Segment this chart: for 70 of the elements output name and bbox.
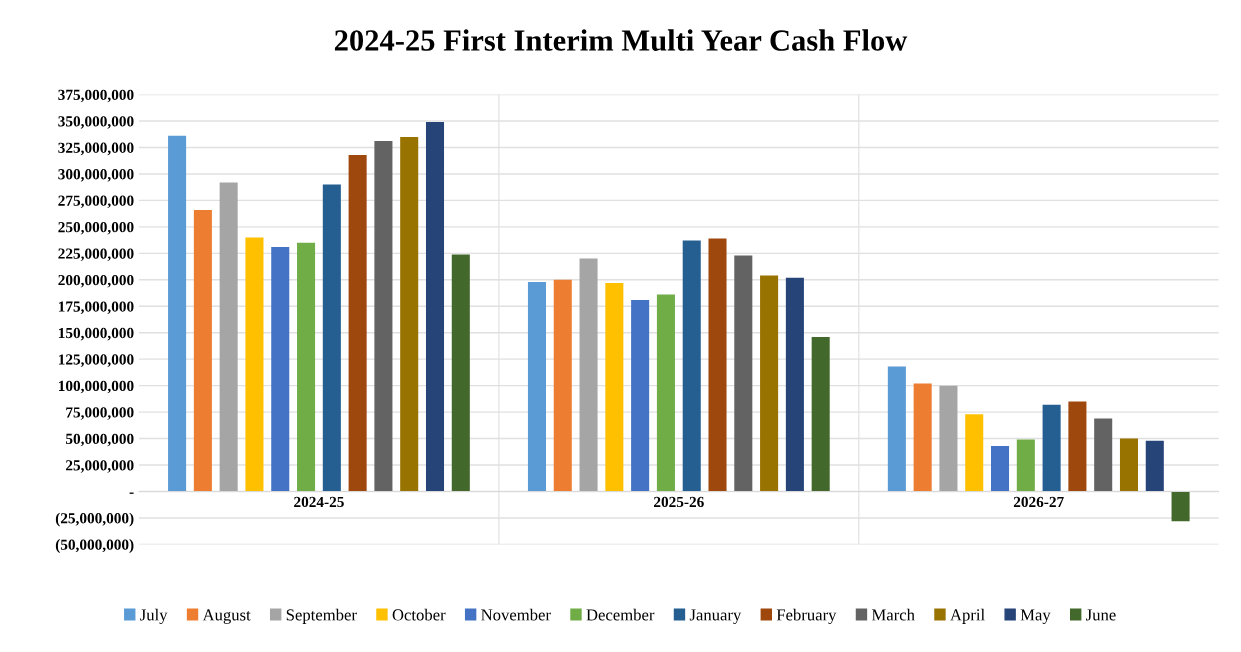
legend-label: May xyxy=(1020,609,1051,624)
legend-label: June xyxy=(1086,609,1116,621)
legend-label: October xyxy=(392,608,446,621)
legend-label: September xyxy=(286,608,357,624)
bar xyxy=(348,154,367,492)
bar xyxy=(451,254,470,492)
bar xyxy=(1094,418,1113,492)
legend-label: July xyxy=(140,608,168,624)
bar xyxy=(271,246,290,492)
legend-label: January xyxy=(689,609,742,624)
y-tick-label: 275,000,000 xyxy=(58,195,134,209)
y-tick-label: 75,000,000 xyxy=(66,407,134,420)
bar xyxy=(656,294,675,492)
x-tick-label: 2024-25 xyxy=(294,496,344,508)
y-tick-label: 325,000,000 xyxy=(58,142,134,156)
y-tick-label: 350,000,000 xyxy=(58,116,134,129)
bar xyxy=(760,275,779,492)
y-tick-label: 150,000,000 xyxy=(58,327,134,341)
legend-label: August xyxy=(202,609,251,624)
bar xyxy=(219,182,238,492)
bar xyxy=(527,281,546,492)
bar xyxy=(245,237,264,492)
bar xyxy=(1042,404,1061,492)
legend-label: December xyxy=(586,608,655,621)
y-tick-label: 25,000,000 xyxy=(66,460,134,473)
bar xyxy=(939,385,958,492)
y-tick-label: 250,000,000 xyxy=(58,222,134,235)
y-tick-label: 225,000,000 xyxy=(58,248,134,261)
bar xyxy=(605,282,624,492)
bar xyxy=(1016,439,1035,492)
bar xyxy=(374,141,393,492)
bar xyxy=(913,383,932,492)
bar xyxy=(785,277,804,492)
y-tick-label: 175,000,000 xyxy=(58,301,134,314)
y-tick-label: 200,000,000 xyxy=(58,274,134,288)
legend-label: February xyxy=(776,608,837,624)
bar xyxy=(322,184,341,492)
x-tick-label: 2026-27 xyxy=(1013,496,1064,508)
bar xyxy=(682,240,701,492)
y-tick-label: 300,000,000 xyxy=(58,169,134,182)
y-tick-label: 375,000,000 xyxy=(58,89,134,103)
bar xyxy=(425,122,445,492)
bar xyxy=(168,135,187,492)
y-tick-label: - xyxy=(129,492,134,494)
bar xyxy=(708,238,727,492)
bar xyxy=(579,258,598,492)
bar xyxy=(1171,491,1190,522)
bar xyxy=(811,336,830,492)
bar xyxy=(631,299,650,492)
bar xyxy=(887,366,906,492)
y-tick-label: (25,000,000) xyxy=(55,512,134,527)
bar xyxy=(553,279,572,492)
y-tick-label: 50,000,000 xyxy=(65,433,134,447)
legend-label: April xyxy=(950,608,985,624)
y-tick-label: (50,000,000) xyxy=(55,539,134,553)
y-tick-label: 125,000,000 xyxy=(58,354,134,367)
legend-label: November xyxy=(481,608,551,621)
bar xyxy=(400,136,419,492)
bar xyxy=(991,445,1010,492)
chart-title: 2024-25 First Interim Multi Year Cash Flow xyxy=(334,29,908,51)
bar xyxy=(1068,401,1087,492)
legend-label: March xyxy=(871,608,915,621)
x-tick-label: 2025-26 xyxy=(654,496,704,508)
y-tick-label: 100,000,000 xyxy=(58,380,134,394)
bar xyxy=(193,209,212,492)
bar xyxy=(965,414,984,492)
bar xyxy=(1145,440,1164,492)
bar xyxy=(1119,438,1139,492)
bar xyxy=(297,242,316,492)
bar xyxy=(734,255,753,492)
